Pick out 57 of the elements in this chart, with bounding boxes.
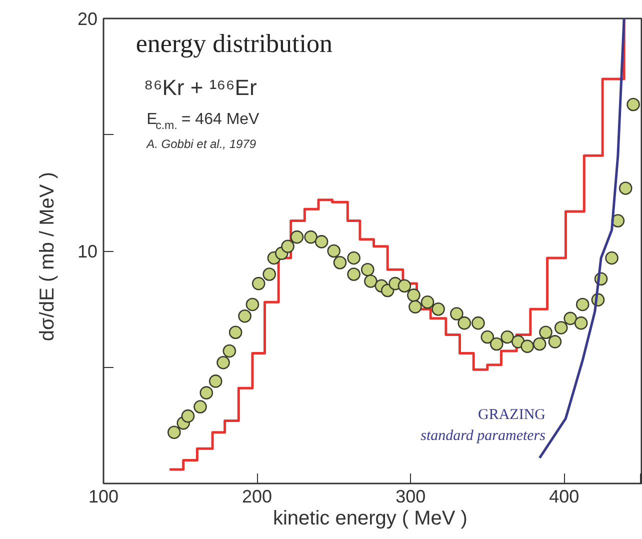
point bbox=[246, 298, 260, 312]
x-tick-label: 300 bbox=[396, 486, 426, 506]
point bbox=[618, 182, 632, 195]
x-tick-label: 400 bbox=[549, 486, 580, 506]
point bbox=[281, 240, 294, 253]
point bbox=[222, 344, 236, 358]
point bbox=[228, 326, 242, 340]
point bbox=[167, 426, 181, 439]
point bbox=[200, 386, 214, 400]
point bbox=[605, 251, 618, 265]
x-axis-title: kinetic energy ( MeV ) bbox=[272, 508, 468, 530]
point bbox=[360, 262, 374, 276]
y-tick-label: 10 bbox=[77, 242, 98, 262]
point bbox=[364, 274, 378, 288]
point bbox=[327, 244, 340, 258]
annotation: standard parameters bbox=[420, 428, 546, 444]
point bbox=[574, 316, 588, 330]
point bbox=[304, 230, 318, 244]
series-label: GRAZING bbox=[478, 407, 546, 424]
point bbox=[208, 374, 222, 388]
annotation: ⁸⁶Kr + ¹⁶⁶Er bbox=[144, 74, 257, 100]
point bbox=[420, 296, 434, 309]
y-tick-label: 20 bbox=[77, 9, 98, 29]
point bbox=[450, 307, 464, 320]
point bbox=[314, 235, 328, 248]
x-tick-label: 100 bbox=[88, 486, 119, 506]
point bbox=[194, 400, 207, 414]
point bbox=[432, 302, 445, 316]
point bbox=[458, 316, 472, 330]
point bbox=[564, 312, 577, 326]
point bbox=[532, 337, 546, 351]
point bbox=[408, 300, 422, 314]
point bbox=[548, 335, 562, 348]
point bbox=[181, 409, 195, 423]
point bbox=[407, 288, 420, 302]
point bbox=[347, 268, 360, 281]
x-tick-label: 200 bbox=[242, 486, 272, 506]
point bbox=[262, 268, 276, 281]
point bbox=[398, 279, 412, 293]
point bbox=[290, 230, 304, 244]
point bbox=[500, 330, 514, 344]
point bbox=[216, 356, 230, 370]
point bbox=[490, 337, 504, 351]
point bbox=[238, 309, 252, 323]
point bbox=[333, 256, 347, 270]
y-axis-title: dσ/dE ( mb / MeV ) bbox=[36, 172, 58, 342]
point bbox=[626, 98, 640, 112]
annotation: A. Gobbi et al., 1979 bbox=[146, 137, 256, 152]
point bbox=[539, 326, 552, 340]
chart-title: energy distribution bbox=[136, 29, 333, 58]
point bbox=[554, 321, 568, 334]
point bbox=[480, 330, 494, 344]
point bbox=[576, 298, 590, 312]
point bbox=[472, 316, 485, 330]
point bbox=[252, 276, 266, 290]
point bbox=[520, 340, 534, 353]
point bbox=[347, 251, 360, 265]
